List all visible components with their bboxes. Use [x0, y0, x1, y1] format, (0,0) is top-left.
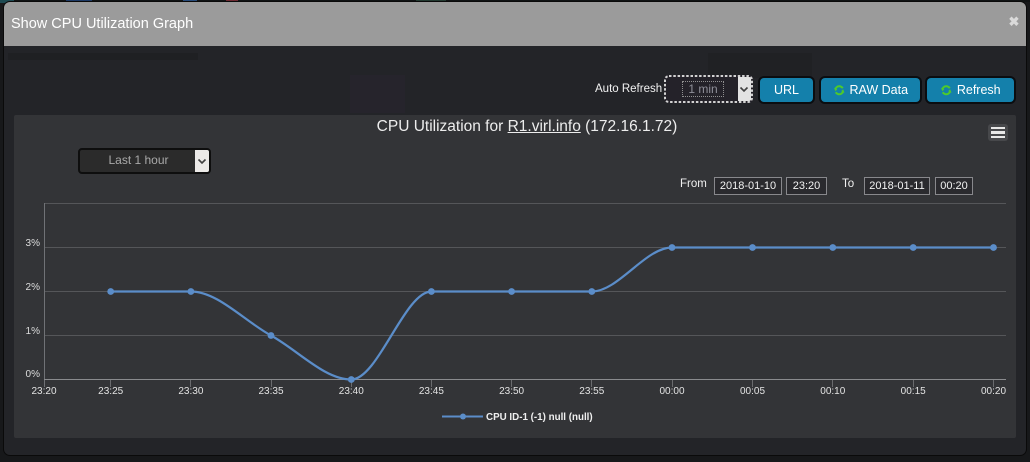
svg-text:3%: 3%: [26, 238, 41, 249]
svg-text:23:20: 23:20: [31, 386, 56, 397]
svg-text:00:05: 00:05: [740, 386, 765, 397]
svg-text:2%: 2%: [26, 282, 41, 293]
svg-text:1%: 1%: [26, 326, 41, 337]
svg-text:23:55: 23:55: [579, 386, 604, 397]
svg-text:23:35: 23:35: [258, 386, 283, 397]
svg-text:00:10: 00:10: [820, 386, 845, 397]
svg-text:23:25: 23:25: [98, 386, 123, 397]
svg-text:23:45: 23:45: [419, 386, 444, 397]
svg-text:00:20: 00:20: [981, 386, 1006, 397]
svg-text:00:00: 00:00: [659, 386, 684, 397]
svg-text:00:15: 00:15: [901, 386, 926, 397]
svg-text:23:50: 23:50: [499, 386, 524, 397]
svg-text:23:30: 23:30: [178, 386, 203, 397]
svg-text:CPU ID-1 (-1) null (null): CPU ID-1 (-1) null (null): [486, 412, 593, 423]
svg-text:23:40: 23:40: [339, 386, 364, 397]
svg-text:0%: 0%: [26, 369, 41, 380]
